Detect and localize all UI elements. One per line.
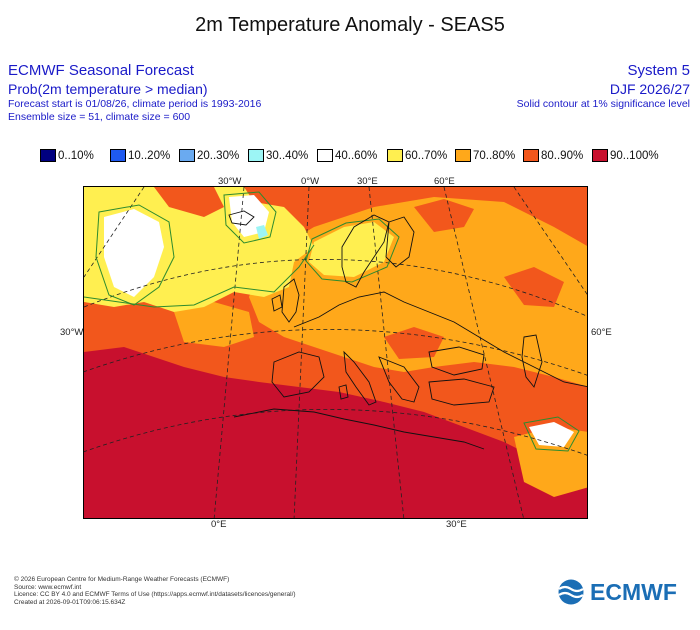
coastline-continent [293, 291, 587, 388]
band-40-60 [529, 422, 574, 447]
legend-swatch [179, 149, 195, 162]
coastline-balkans [378, 356, 420, 403]
lon-label-30w-top: 30°W [218, 176, 242, 187]
legend-swatch [248, 149, 264, 162]
legend-label: 40..60% [335, 150, 378, 162]
coastline-med-islands [338, 384, 349, 400]
coastline-scandinavia [341, 214, 390, 288]
coastline-north-africa [233, 408, 485, 450]
band-80-90 [504, 267, 564, 307]
significance-contour [84, 244, 315, 308]
lon-label-30e-top: 30°E [357, 176, 378, 187]
coastline-turkey [428, 378, 495, 406]
legend-swatch [317, 149, 333, 162]
band-60-70 [309, 222, 394, 277]
graticule-line [84, 329, 587, 376]
coastline-iceland [228, 210, 255, 226]
header-right: System 5 DJF 2026/27 Solid contour at 1%… [517, 62, 690, 111]
legend-swatch [110, 149, 126, 162]
forecast-start-info: Forecast start is 01/08/26, climate peri… [8, 98, 262, 110]
graticule-line [513, 187, 587, 295]
coastline-ireland [271, 294, 283, 312]
forecast-variable: Prob(2m temperature > median) [8, 81, 208, 97]
band-80-90 [414, 199, 474, 232]
significance-contour [95, 204, 175, 306]
system-version: System 5 [627, 62, 690, 79]
graticule-line [84, 409, 587, 456]
source-line: Source: www.ecmwf.int [14, 583, 82, 591]
coastline-black-sea [428, 346, 485, 376]
header-left: ECMWF Seasonal Forecast Prob(2m temperat… [8, 62, 261, 124]
legend-swatch [455, 149, 471, 162]
legend-swatch [40, 149, 56, 162]
lon-label-30e-bottom: 30°E [446, 519, 467, 530]
ecmwf-logo-icon [558, 579, 584, 605]
legend-label: 0..10% [58, 150, 94, 162]
ecmwf-logo: ECMWF [556, 578, 696, 606]
lat-label-60e-right: 60°E [591, 327, 612, 338]
lon-label-0w-top: 0°W [301, 176, 320, 187]
licence-line: Licence: CC BY 4.0 and ECMWF Terms of Us… [14, 591, 296, 598]
legend-label: 30..40% [266, 150, 309, 162]
created-line: Created at 2026-09-01T09:06:15.634Z [14, 598, 126, 606]
legend-label: 70..80% [473, 150, 516, 162]
legend-label: 90..100% [610, 150, 659, 162]
significance-contours [84, 191, 580, 452]
legend-label: 60..70% [405, 150, 448, 162]
graticule-line [443, 187, 524, 518]
legend-label: 80..90% [541, 150, 584, 162]
legend-swatch [592, 149, 608, 162]
graticule-line [84, 259, 587, 317]
legend-label: 10..20% [128, 150, 171, 162]
copyright-line: © 2026 European Centre for Medium-Range … [14, 576, 230, 583]
legend-swatch [523, 149, 539, 162]
legend-label: 20..30% [197, 150, 240, 162]
significance-contour [223, 191, 277, 244]
probability-map [83, 186, 588, 519]
coastline-britain [281, 278, 300, 323]
map-svg [84, 187, 587, 518]
band-30-40 [256, 225, 268, 239]
legend-swatch [387, 149, 403, 162]
coastline-finland [385, 216, 415, 268]
coastline-italy [343, 350, 377, 406]
coastlines [228, 210, 587, 450]
ensemble-size-info: Ensemble size = 51, climate size = 600 [8, 111, 191, 123]
band-70-80 [514, 427, 587, 497]
band-80-90 [384, 327, 444, 359]
significance-note: Solid contour at 1% significance level [516, 98, 690, 110]
lat-label-30w-left: 30°W [60, 327, 84, 338]
coastline-caspian [521, 334, 543, 388]
band-80-90 [154, 187, 224, 217]
page-title: 2m Temperature Anomaly - SEAS5 [195, 14, 505, 36]
ecmwf-logo-text: ECMWF [590, 579, 677, 605]
coastline-iberia [271, 351, 325, 398]
graticule [84, 187, 587, 518]
forecast-product-name: ECMWF Seasonal Forecast [8, 62, 194, 79]
forecast-season: DJF 2026/27 [609, 81, 690, 97]
lon-label-60e-top: 60°E [434, 176, 455, 187]
significance-contour [305, 218, 400, 283]
band-40-60 [104, 209, 164, 297]
lon-label-0e-bottom: 0°E [211, 519, 227, 530]
copyright-footer: © 2026 European Centre for Medium-Range … [14, 576, 296, 606]
significance-contour [523, 416, 580, 452]
